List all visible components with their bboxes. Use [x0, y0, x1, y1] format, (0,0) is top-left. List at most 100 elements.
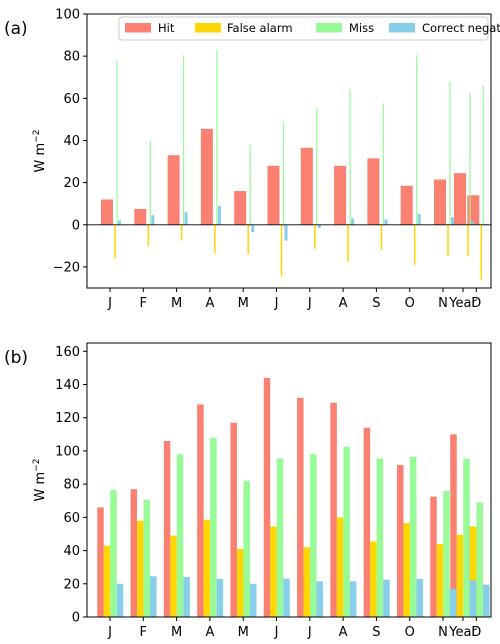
bar-false-alarm-12 [456, 534, 464, 617]
bar-correct-negative-4 [249, 583, 257, 617]
y-tick-label: 20 [63, 577, 80, 592]
bar-hit-5 [267, 165, 280, 225]
bar-false-alarm-3 [203, 519, 211, 617]
x-tick-label: J [107, 625, 112, 640]
bar-miss-5 [276, 458, 284, 617]
bar-correct-negative-11 [484, 223, 488, 225]
bar-false-alarm-1 [137, 520, 144, 617]
bar-hit-9 [396, 465, 404, 617]
bar-hit-12 [454, 173, 466, 225]
bar-hit-7 [334, 165, 347, 225]
bar-false-alarm-6 [314, 224, 316, 250]
bar-hit-6 [300, 147, 313, 225]
bar-correct-negative-4 [251, 224, 255, 233]
bar-hit-12 [450, 434, 457, 617]
bar-miss-6 [316, 107, 318, 225]
plot-frame [86, 13, 492, 289]
bar-miss-2 [176, 454, 184, 617]
y-tick-label: 40 [63, 544, 80, 559]
bar-hit-3 [197, 404, 204, 617]
bar-false-alarm-10 [447, 224, 449, 257]
x-tick-label: Year [448, 625, 477, 640]
legend: Hit False alarm Miss Correct negative [118, 16, 500, 41]
x-tick-label: A [205, 296, 214, 311]
bar-correct-negative-0 [118, 220, 121, 225]
y-tick-label: 20 [63, 176, 80, 191]
y-tick-label: 0 [72, 611, 80, 626]
bar-correct-negative-1 [150, 576, 157, 617]
bar-hit-11 [467, 195, 480, 225]
bar-miss-8 [382, 103, 384, 225]
bar-false-alarm-8 [380, 224, 383, 251]
bar-hit-8 [367, 158, 380, 225]
x-tick-label: M [171, 625, 182, 640]
x-tick-label: S [372, 625, 380, 640]
bar-false-alarm-0 [114, 224, 116, 259]
bar-correct-negative-12 [471, 221, 474, 225]
x-tick-label: O [405, 296, 415, 311]
bar-miss-3 [216, 49, 218, 225]
bar-hit-6 [297, 397, 304, 617]
x-tick-label: S [372, 296, 380, 311]
bar-miss-3 [210, 437, 217, 617]
bar-miss-10 [443, 490, 450, 617]
y-tick-label: 40 [63, 134, 80, 149]
y-tick-label: 140 [55, 378, 80, 393]
bar-hit-4 [234, 191, 247, 225]
bar-miss-2 [183, 55, 185, 225]
bar-false-alarm-4 [236, 548, 244, 617]
y-tick-label: 100 [55, 8, 80, 23]
bar-correct-negative-9 [417, 214, 421, 225]
bar-false-alarm-6 [303, 547, 311, 617]
bar-false-alarm-12 [467, 224, 469, 257]
bar-miss-7 [349, 88, 351, 225]
bar-miss-1 [143, 499, 151, 617]
bar-correct-negative-12 [469, 580, 477, 617]
panel-label: (a) [4, 19, 28, 39]
legend-label-miss: Miss [349, 21, 374, 35]
bar-correct-negative-6 [317, 224, 321, 228]
bar-hit-3 [200, 128, 213, 225]
y-tick-label: 0 [72, 218, 80, 233]
x-tick-label: Year [448, 296, 477, 311]
bar-false-alarm-8 [370, 541, 377, 617]
bar-miss-6 [310, 454, 317, 617]
x-tick-label: J [307, 625, 312, 640]
bar-hit-8 [363, 427, 371, 617]
x-tick-label: M [171, 296, 182, 311]
bar-false-alarm-7 [347, 224, 349, 262]
bar-false-alarm-5 [270, 526, 277, 617]
bar-miss-11 [476, 502, 484, 617]
y-tick-label: 120 [55, 411, 80, 426]
bar-miss-7 [343, 446, 350, 617]
bar-miss-4 [243, 480, 250, 617]
bar-miss-1 [149, 140, 151, 225]
bar-correct-negative-10 [451, 217, 454, 225]
bar-hit-1 [134, 208, 147, 225]
bar-correct-negative-9 [416, 578, 423, 617]
x-tick-label: F [140, 625, 147, 640]
plot-frame [86, 342, 492, 618]
x-tick-label: J [107, 296, 112, 311]
bar-miss-11 [482, 85, 484, 225]
y-axis-label: W m−2 [32, 459, 48, 502]
bar-miss-4 [249, 144, 251, 225]
bar-correct-negative-1 [151, 215, 155, 225]
bar-false-alarm-7 [336, 517, 344, 617]
x-tick-label: D [471, 625, 481, 640]
x-tick-label: O [405, 625, 415, 640]
x-tick-label: M [238, 625, 249, 640]
bar-false-alarm-11 [480, 224, 483, 280]
bar-false-alarm-10 [436, 543, 444, 617]
y-tick-label: −20 [53, 260, 80, 275]
legend-swatch-miss [316, 23, 342, 33]
bar-correct-negative-3 [217, 205, 221, 225]
x-tick-label: M [238, 296, 249, 311]
x-tick-label: J [274, 625, 279, 640]
x-tick-label: J [307, 296, 312, 311]
bar-hit-0 [97, 507, 104, 617]
x-tick-label: A [205, 625, 214, 640]
x-tick-label: J [274, 296, 279, 311]
bar-false-alarm-9 [413, 224, 416, 265]
